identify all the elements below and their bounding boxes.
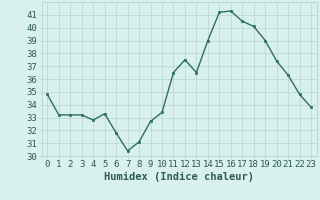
X-axis label: Humidex (Indice chaleur): Humidex (Indice chaleur) [104,172,254,182]
